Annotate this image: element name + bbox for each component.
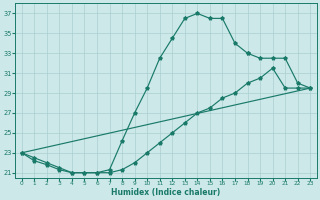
X-axis label: Humidex (Indice chaleur): Humidex (Indice chaleur) bbox=[111, 188, 220, 197]
